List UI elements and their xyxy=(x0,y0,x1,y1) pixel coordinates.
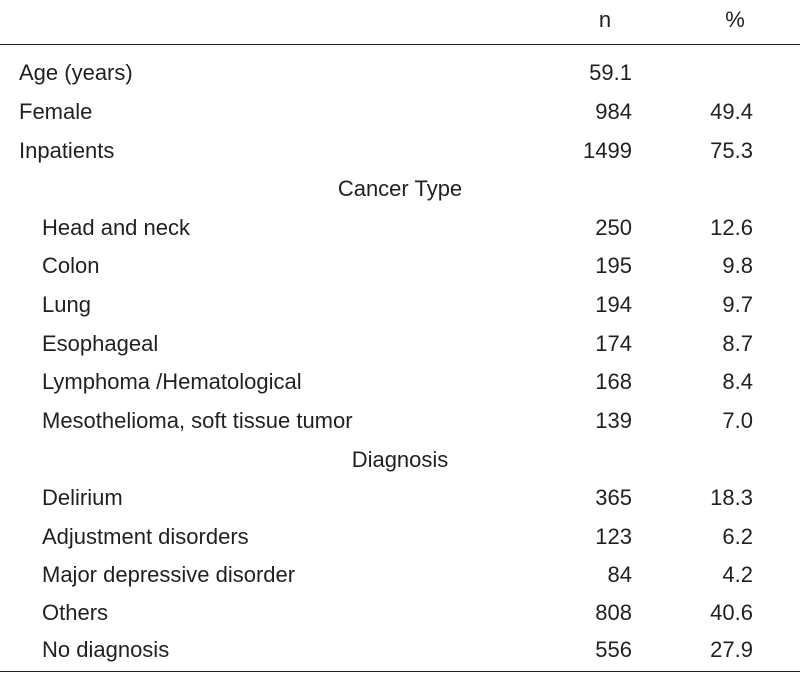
row-label: Head and neck xyxy=(42,215,190,240)
row-percent: 8.7 xyxy=(722,331,753,356)
row-label: Esophageal xyxy=(42,331,159,356)
row-label: Others xyxy=(42,600,109,625)
row-n: 250 xyxy=(595,215,632,240)
table-row: Female 984 49.4 xyxy=(0,92,800,131)
row-label: Female xyxy=(19,99,93,124)
row-percent: 9.8 xyxy=(722,253,753,278)
row-label: Mesothelioma, soft tissue tumor xyxy=(42,408,353,433)
row-percent: 6.2 xyxy=(722,524,753,549)
row-label: Age (years) xyxy=(19,60,133,85)
row-n: 1499 xyxy=(583,138,632,163)
table-row: Inpatients 1499 75.3 xyxy=(0,131,800,170)
row-percent: 75.3 xyxy=(710,138,753,163)
row-percent: 7.0 xyxy=(722,408,753,433)
row-n: 984 xyxy=(595,99,632,124)
header-percent: % xyxy=(725,7,745,32)
row-label: Major depressive disorder xyxy=(42,562,296,587)
row-label: Lung xyxy=(42,292,91,317)
row-label: Delirium xyxy=(42,485,123,510)
row-label: Lymphoma /Hematological xyxy=(42,369,302,394)
row-n: 195 xyxy=(595,253,632,278)
row-percent: 12.6 xyxy=(710,215,753,240)
section-title: Cancer Type xyxy=(337,176,463,201)
table-row: Age (years) 59.1 xyxy=(0,53,800,92)
row-percent: 40.6 xyxy=(710,600,753,625)
section-heading: Cancer Type xyxy=(0,169,800,208)
table-row: Major depressive disorder 84 4.2 xyxy=(0,555,800,594)
row-percent: 8.4 xyxy=(722,369,753,394)
row-label: Colon xyxy=(42,253,100,278)
header-n: n xyxy=(598,7,612,32)
table-row: Others 808 40.6 xyxy=(0,593,800,632)
row-label: Adjustment disorders xyxy=(42,524,249,549)
table-row: Adjustment disorders 123 6.2 xyxy=(0,517,800,556)
row-n: 168 xyxy=(595,369,632,394)
row-n: 123 xyxy=(595,524,632,549)
table-row: Lymphoma /Hematological 168 8.4 xyxy=(0,362,800,401)
row-n: 174 xyxy=(595,331,632,356)
table-row: Esophageal 174 8.7 xyxy=(0,324,800,363)
section-title: Diagnosis xyxy=(351,447,449,472)
row-n: 194 xyxy=(595,292,632,317)
table-row: Lung 194 9.7 xyxy=(0,285,800,324)
section-heading: Diagnosis xyxy=(0,440,800,479)
row-n: 556 xyxy=(595,637,632,662)
row-percent: 9.7 xyxy=(722,292,753,317)
row-label: No diagnosis xyxy=(42,637,170,662)
table-header: n % xyxy=(0,0,800,39)
row-percent: 27.9 xyxy=(710,637,753,662)
row-n: 59.1 xyxy=(589,60,632,85)
row-label: Inpatients xyxy=(19,138,115,163)
table-row: Delirium 365 18.3 xyxy=(0,478,800,517)
bottom-rule xyxy=(0,671,800,672)
row-n: 808 xyxy=(595,600,632,625)
table-row: Mesothelioma, soft tissue tumor 139 7.0 xyxy=(0,401,800,440)
row-n: 365 xyxy=(595,485,632,510)
top-rule xyxy=(0,44,800,45)
row-n: 84 xyxy=(607,562,632,587)
row-percent: 18.3 xyxy=(710,485,753,510)
row-percent: 4.2 xyxy=(722,562,753,587)
row-percent: 49.4 xyxy=(710,99,753,124)
row-n: 139 xyxy=(595,408,632,433)
table-row: No diagnosis 556 27.9 xyxy=(0,630,800,669)
table-row: Colon 195 9.8 xyxy=(0,246,800,285)
table-row: Head and neck 250 12.6 xyxy=(0,208,800,247)
